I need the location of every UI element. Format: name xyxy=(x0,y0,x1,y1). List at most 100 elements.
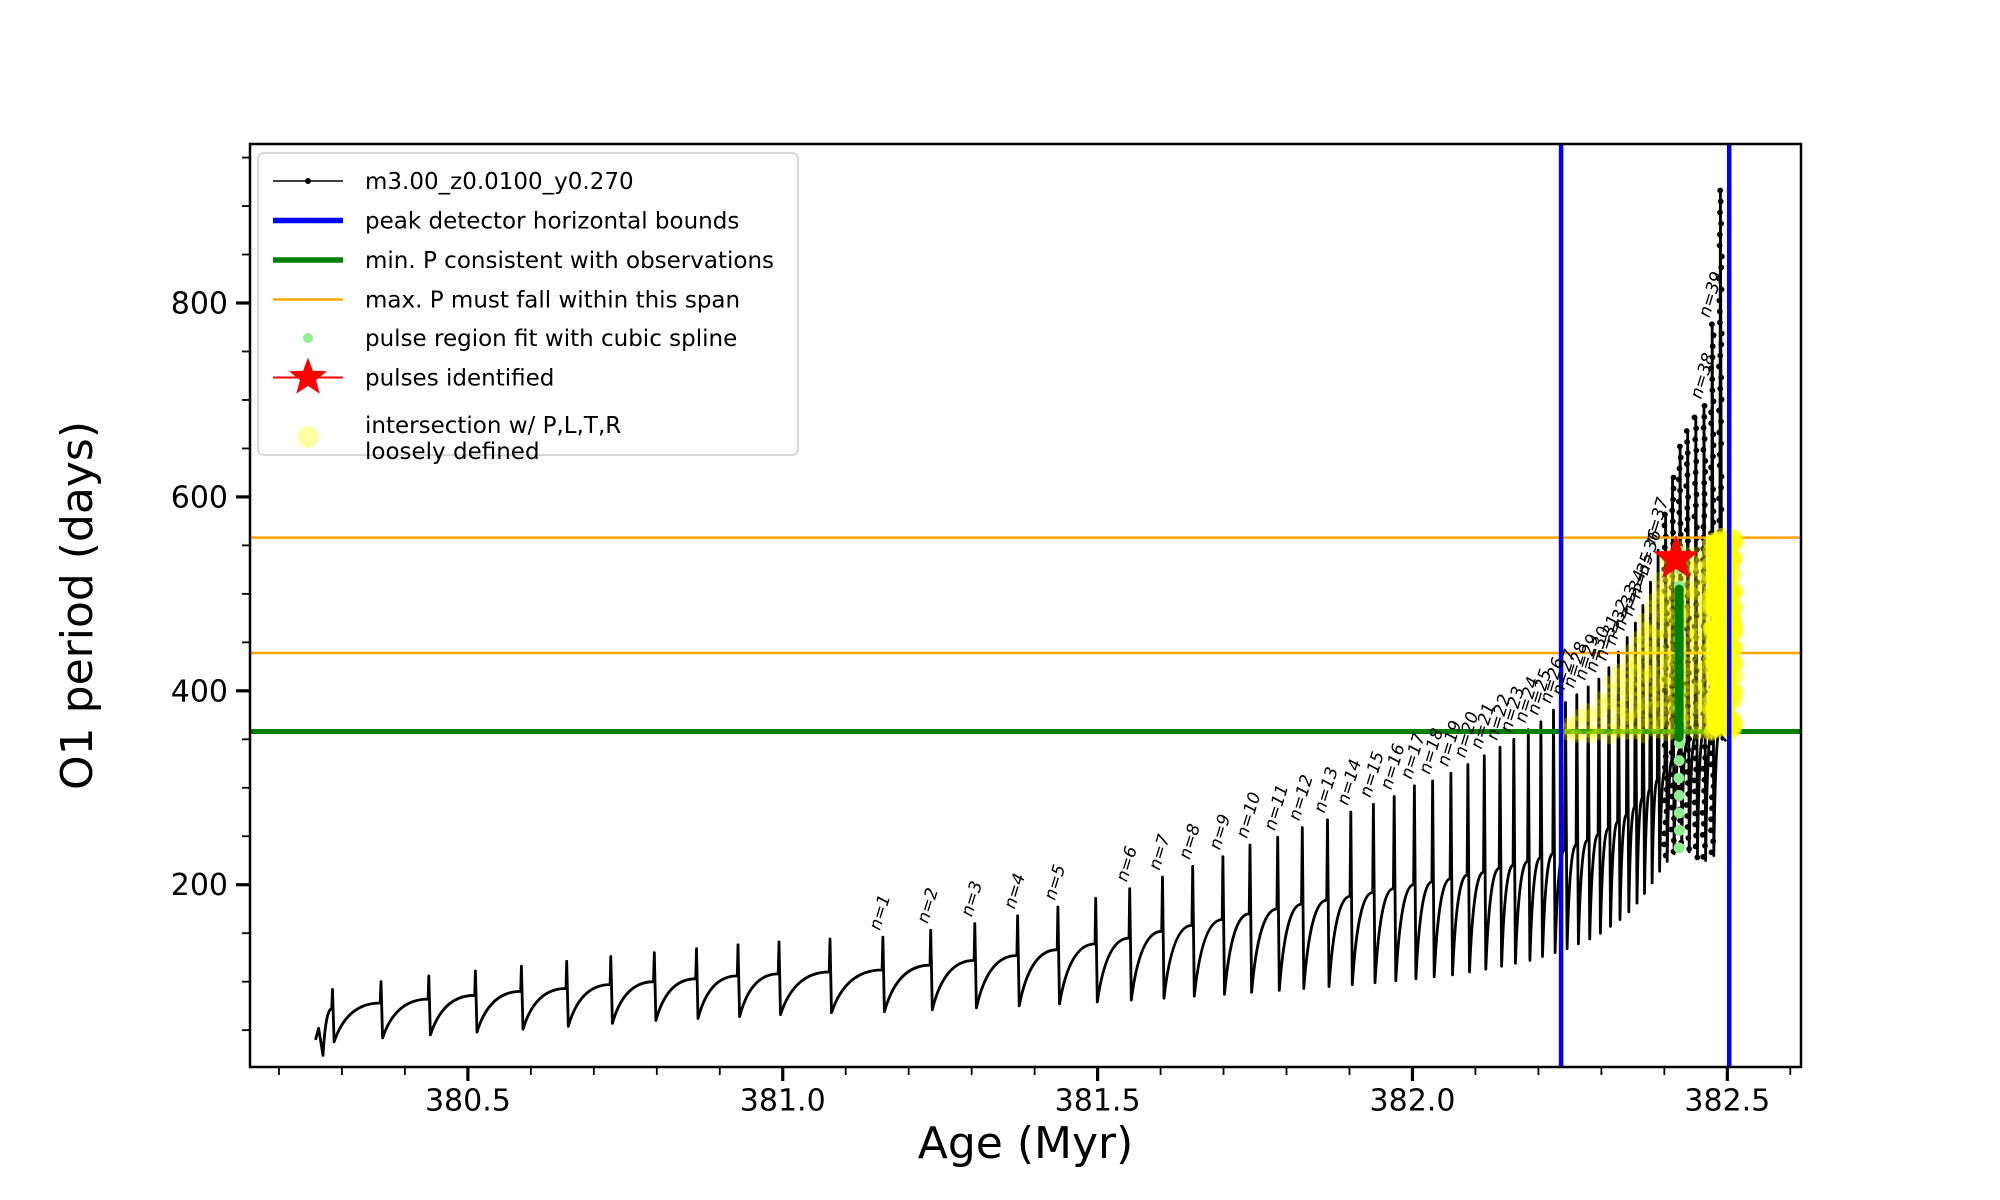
series-marker-dot xyxy=(1685,494,1691,500)
series-marker-dot xyxy=(1669,705,1675,712)
series-marker-dot xyxy=(1692,711,1699,718)
series-marker-dot xyxy=(1710,519,1717,526)
series-marker-dot xyxy=(1691,788,1698,795)
series-marker-dot xyxy=(1718,396,1725,403)
intersection-dot xyxy=(1682,675,1696,689)
series-marker-dot xyxy=(1669,793,1675,800)
series-marker-dot xyxy=(1663,786,1670,793)
series-marker-dot xyxy=(1717,352,1724,359)
legend-entry-1: peak detector horizontal bounds xyxy=(273,209,739,235)
intersection-dot xyxy=(1658,625,1672,639)
intersection-dot xyxy=(1661,715,1674,729)
series-marker-dot xyxy=(1693,733,1699,740)
intersection-dot xyxy=(1639,621,1653,635)
series-marker-dot xyxy=(1684,824,1691,830)
series-marker-dot xyxy=(1692,656,1698,663)
x-tick-label: 381.5 xyxy=(1055,1084,1141,1119)
spline-dot xyxy=(1673,842,1685,854)
intersection-dot xyxy=(1653,712,1666,726)
series-marker-dot xyxy=(1670,837,1677,844)
intersection-dot xyxy=(1691,682,1704,696)
pulse-number-label: n=3 xyxy=(957,879,987,919)
series-marker-dot xyxy=(1700,765,1706,772)
series-marker-dot xyxy=(1694,524,1700,531)
pulse-number-label: n=39 xyxy=(1695,269,1728,319)
intersection-dot xyxy=(1660,654,1674,668)
series-marker-dot xyxy=(1708,827,1714,834)
series-marker-dot xyxy=(1701,688,1708,695)
series-marker-dot xyxy=(1716,297,1723,304)
intersection-dot xyxy=(1659,605,1673,619)
series-marker-dot xyxy=(1693,634,1699,641)
series-marker-dot xyxy=(1670,529,1676,536)
series-marker-dot xyxy=(1693,458,1700,465)
series-marker-dot xyxy=(1693,766,1699,773)
series-marker-dot xyxy=(1668,804,1675,811)
intersection-dot xyxy=(1681,604,1695,618)
intersection-dot xyxy=(1652,640,1666,654)
intersection-dot xyxy=(1690,707,1704,721)
intersection-dot xyxy=(1581,703,1595,717)
series-marker-dot xyxy=(1709,354,1716,361)
intersection-dot xyxy=(1623,688,1636,702)
y-axis-label: O1 period (days) xyxy=(52,421,103,790)
series-marker-dot xyxy=(1683,681,1690,687)
x-tick-label: 382.0 xyxy=(1370,1084,1456,1119)
axes-frame xyxy=(248,142,1803,1069)
series-marker-dot xyxy=(1691,777,1698,784)
series-marker-dot xyxy=(1663,665,1669,672)
pulse-number-label: n=7 xyxy=(1145,832,1175,872)
series-marker-dot xyxy=(1684,472,1691,478)
series-marker-dot xyxy=(1685,538,1691,544)
intersection-dot xyxy=(1635,704,1649,718)
main-series-line xyxy=(314,189,1728,1057)
series-marker-dot xyxy=(1677,817,1683,824)
series-marker-dot xyxy=(1709,343,1716,350)
intersection-dot xyxy=(1644,680,1658,694)
series-marker-dot xyxy=(1693,722,1699,729)
series-marker-dot xyxy=(1663,720,1670,727)
series-marker-dot xyxy=(1710,398,1717,405)
series-marker-dot xyxy=(1693,645,1700,652)
series-marker-dot xyxy=(1686,670,1692,676)
legend-label: intersection w/ P,L,T,R xyxy=(365,413,621,439)
intersection-dot xyxy=(1581,716,1595,730)
series-marker-dot xyxy=(1685,659,1691,665)
intersection-dot xyxy=(1711,673,1726,688)
intersection-dot xyxy=(1621,712,1635,726)
intersection-dot xyxy=(1628,672,1642,686)
intersection-dot xyxy=(1654,658,1668,672)
series-marker-dot xyxy=(1676,465,1683,472)
series-marker-dot xyxy=(1684,692,1690,698)
intersection-dot xyxy=(1653,700,1667,714)
series-marker-dot xyxy=(1708,849,1715,856)
series-marker-dot xyxy=(1716,462,1723,469)
intersection-dot xyxy=(1635,678,1649,692)
intersection-dot xyxy=(1604,703,1618,717)
series-marker-dot xyxy=(1669,782,1675,789)
intersection-dot xyxy=(1680,691,1694,705)
intersection-dot xyxy=(1653,591,1667,604)
legend-label: max. P must fall within this span xyxy=(365,288,740,314)
intersection-dot xyxy=(1661,728,1675,742)
intersection-dot xyxy=(1623,662,1637,676)
intersection-dot xyxy=(1629,664,1643,678)
intersection-dot xyxy=(1584,725,1597,739)
intersection-dot xyxy=(1659,648,1673,661)
intersection-dot xyxy=(1691,558,1705,572)
intersection-dot xyxy=(1629,659,1643,673)
series-marker-dot xyxy=(1700,853,1707,860)
intersection-dot xyxy=(1614,675,1628,688)
series-marker-dot xyxy=(1718,374,1725,381)
intersection-dot xyxy=(1692,563,1706,577)
pulse-number-label: n=1 xyxy=(866,892,896,932)
legend-label: peak detector horizontal bounds xyxy=(365,209,739,235)
intersection-dot xyxy=(1658,627,1672,641)
pulse-number-label: n=10 xyxy=(1233,790,1266,840)
series-marker-dot xyxy=(1710,442,1717,449)
series-marker-dot xyxy=(1662,852,1669,859)
intersection-dot xyxy=(1653,580,1666,594)
intersection-dot xyxy=(1653,614,1667,628)
series-marker-dot xyxy=(1691,678,1698,685)
